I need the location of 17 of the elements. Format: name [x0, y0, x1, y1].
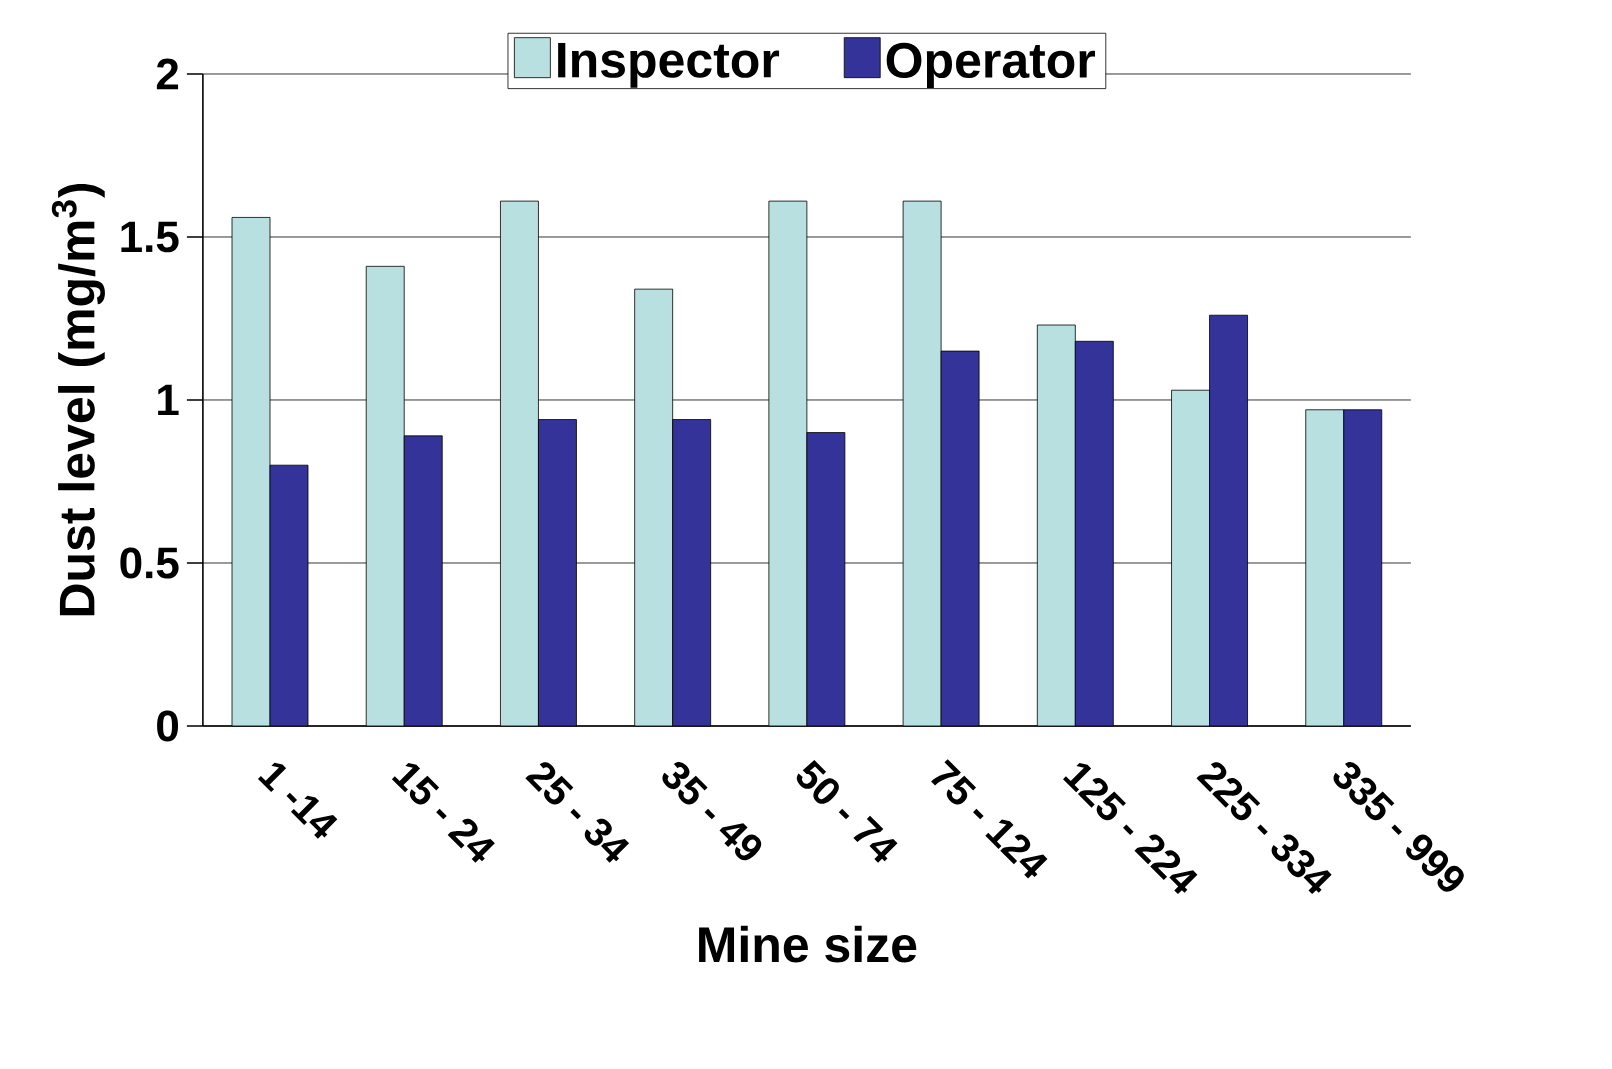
- x-tick-label: 225 - 334: [1196, 762, 1332, 895]
- legend-label: Operator: [886, 42, 1096, 88]
- x-tick-label: 75 - 124: [931, 759, 1048, 879]
- y-tick-label: 0: [157, 710, 179, 742]
- x-tick-label: 25 - 34: [525, 762, 630, 863]
- x-axis-title: Mine size: [699, 925, 917, 963]
- y-tick-label: 0.5: [120, 547, 179, 579]
- y-axis-title: Dust level (mg/m$^{3}$): [51, 183, 105, 616]
- y-tick-label: 2: [156, 58, 179, 90]
- legend-label: Inspector: [558, 42, 780, 88]
- y-tick-label: 1: [158, 384, 179, 416]
- x-tick-label: 335 - 999: [1333, 762, 1464, 892]
- x-tick-label: 35 - 49: [662, 762, 762, 861]
- x-tick-label: 50 - 74: [796, 760, 898, 863]
- x-tick-label: 15 - 24: [391, 763, 495, 863]
- y-tick-label: 1.5: [121, 221, 179, 253]
- x-tick-label: 1 -14: [257, 762, 338, 839]
